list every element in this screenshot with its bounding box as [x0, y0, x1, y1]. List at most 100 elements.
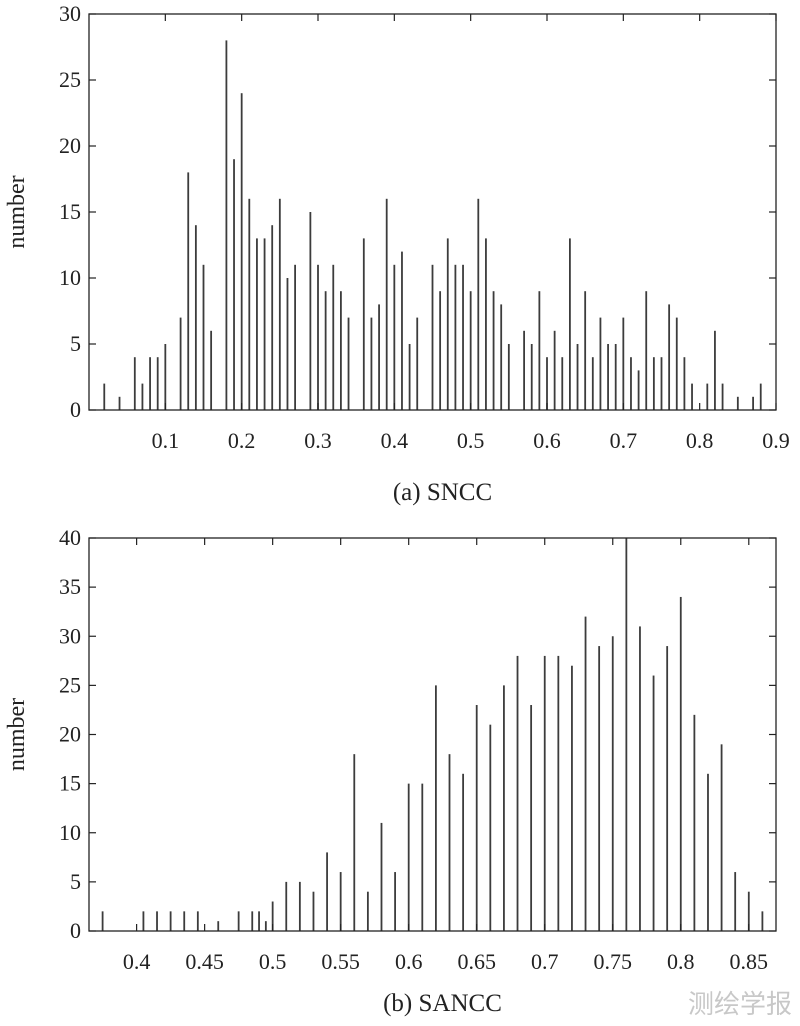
bar-sncc-59	[614, 344, 617, 410]
bar-sancc-16	[339, 872, 342, 931]
bar-sncc-52	[561, 357, 564, 410]
bar-sncc-32	[393, 264, 396, 410]
bar-sncc-65	[660, 357, 663, 410]
bar-sncc-60	[622, 317, 625, 410]
bar-sancc-36	[611, 636, 614, 931]
bar-sncc-72	[721, 383, 724, 410]
panel-b-sancc: 0 5 10 15 20 25 30 35 40 0.4 0.45 0.5 0.55 0.6 0.65 0.7…	[4, 525, 777, 1017]
caption-sncc: (a) SNCC	[393, 479, 492, 506]
bar-sancc-8	[251, 911, 254, 931]
bar-sncc-14	[240, 93, 243, 410]
bar-sancc-35	[598, 646, 601, 931]
bar-sancc-10	[264, 921, 267, 931]
y-tick-label-sncc-0: 0	[70, 397, 81, 422]
bar-sncc-50	[546, 357, 548, 410]
bar-sncc-57	[599, 317, 602, 410]
bar-sncc-1	[118, 396, 121, 410]
y-tick-label-sancc-6: 30	[59, 623, 81, 648]
bar-sncc-49	[538, 291, 541, 410]
bar-sncc-31	[385, 198, 388, 410]
bar-sncc-41	[469, 291, 472, 410]
bar-sncc-22	[309, 212, 312, 410]
bar-sancc-14	[312, 891, 315, 931]
bar-sncc-21	[294, 264, 296, 410]
bar-sncc-11	[210, 330, 213, 410]
bar-sancc-3	[169, 911, 172, 931]
x-tick-label-sncc-0: 0.1	[152, 428, 180, 453]
bar-sancc-19	[380, 822, 383, 931]
bar-sncc-23	[317, 264, 319, 410]
bar-sancc-37	[625, 538, 628, 931]
y-tick-label-sancc-5: 25	[59, 672, 81, 697]
bar-sncc-56	[591, 357, 594, 410]
y-tick-label-sancc-7: 35	[59, 574, 81, 599]
bar-sancc-11	[271, 901, 274, 931]
bar-sancc-32	[557, 655, 560, 931]
bar-sancc-7	[237, 911, 240, 931]
bar-sncc-24	[324, 291, 327, 410]
bar-sncc-62	[637, 370, 640, 410]
x-tick-label-sncc-2: 0.3	[304, 428, 332, 453]
bar-sancc-1	[142, 911, 145, 931]
bar-sncc-34	[408, 344, 411, 410]
bar-sncc-3	[141, 383, 144, 410]
bar-sancc-15	[326, 852, 328, 931]
bar-sancc-27	[489, 724, 492, 931]
bar-sncc-8	[187, 172, 190, 410]
bar-sancc-47	[761, 911, 764, 931]
bar-sncc-30	[378, 304, 380, 410]
bar-sancc-41	[679, 596, 682, 931]
bar-sncc-44	[492, 291, 495, 410]
bar-sncc-26	[340, 291, 342, 410]
bar-sncc-66	[668, 304, 671, 410]
ticks-sncc: 0 5 10 15 20 25 30 0.1 0.2 0.3 0.4 0.5 0.6 0.7 0.8 0.9	[59, 1, 790, 453]
bar-sancc-23	[435, 685, 437, 932]
x-tick-label-sancc-2: 0.5	[259, 949, 287, 974]
bar-sncc-73	[736, 396, 739, 410]
x-tick-label-sancc-4: 0.6	[395, 949, 423, 974]
bar-sncc-40	[462, 264, 464, 410]
bar-sancc-20	[394, 872, 396, 931]
bar-series-sncc	[103, 40, 762, 411]
bar-sncc-45	[500, 304, 503, 410]
bar-sncc-19	[278, 198, 281, 410]
y-tick-label-sancc-4: 20	[59, 722, 81, 747]
x-tick-label-sncc-5: 0.6	[533, 428, 561, 453]
y-tick-label-sncc-6: 30	[59, 1, 81, 26]
bar-sncc-2	[133, 357, 136, 410]
bar-sancc-4	[183, 911, 186, 931]
bar-sncc-27	[347, 317, 350, 410]
plot-frame-sancc	[88, 537, 777, 932]
bar-sancc-29	[516, 655, 519, 931]
bar-sncc-5	[156, 357, 159, 410]
bar-sncc-6	[164, 344, 167, 410]
bar-sncc-64	[652, 357, 655, 410]
x-tick-label-sancc-1: 0.45	[185, 949, 224, 974]
bar-sncc-42	[477, 198, 480, 410]
bar-sancc-43	[707, 773, 709, 931]
bar-sancc-44	[720, 744, 723, 931]
y-axis-label-sncc: number	[4, 175, 30, 248]
bar-sancc-24	[448, 754, 451, 931]
bar-sancc-42	[693, 714, 696, 931]
y-axis-label-sancc: number	[4, 698, 30, 771]
bar-sncc-10	[202, 264, 205, 410]
bar-series-sancc	[101, 538, 764, 932]
x-tick-label-sncc-6: 0.7	[610, 428, 638, 453]
caption-sancc: (b) SANCC	[383, 990, 502, 1017]
bar-sancc-2	[156, 911, 158, 931]
bar-sncc-7	[179, 317, 182, 410]
bar-sncc-63	[645, 291, 648, 410]
bar-sncc-12	[225, 40, 228, 411]
y-tick-label-sncc-4: 20	[59, 133, 81, 158]
bar-sncc-68	[683, 357, 686, 410]
bar-sancc-46	[747, 891, 750, 931]
x-tick-label-sncc-4: 0.5	[457, 428, 485, 453]
x-tick-label-sncc-7: 0.8	[686, 428, 714, 453]
y-tick-label-sancc-2: 10	[59, 820, 81, 845]
bar-sncc-15	[248, 198, 251, 410]
bar-sancc-25	[462, 773, 465, 931]
bar-sncc-47	[523, 330, 525, 410]
bar-sncc-29	[370, 317, 373, 410]
bar-sncc-55	[584, 291, 587, 410]
